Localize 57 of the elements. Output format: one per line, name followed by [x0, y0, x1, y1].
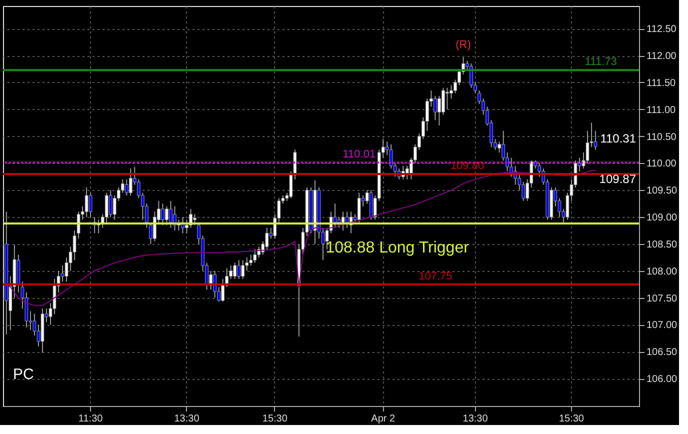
- candlestick: [241, 260, 245, 280]
- candlestick: [169, 200, 172, 228]
- candlestick: [337, 216, 341, 228]
- candlestick: [450, 84, 453, 100]
- y-tick-label: 106.50: [646, 347, 678, 358]
- y-tick-label: 111.00: [646, 104, 676, 116]
- y-tick-label: 108.00: [646, 266, 678, 278]
- candlestick: [84, 186, 88, 218]
- candlestick: [221, 278, 224, 302]
- candlestick: [253, 248, 257, 264]
- candlestick: [341, 211, 345, 231]
- y-tick-label: 109.50: [646, 186, 678, 197]
- ref-line-label: 107.75: [418, 270, 452, 282]
- candlestick: [586, 130, 590, 164]
- text: 110.31: [600, 132, 636, 146]
- y-tick-label: 110.00: [646, 158, 677, 170]
- candlestick: [213, 270, 216, 298]
- candlestick: [442, 87, 445, 116]
- ref-line-label: 109.80: [450, 160, 484, 172]
- candlestick: [193, 214, 196, 226]
- ref-line-label: 108.88 Long Trigger: [326, 239, 470, 256]
- candlestick: [233, 262, 236, 280]
- y-tick-label: 112.50: [646, 24, 677, 36]
- candlestick: [60, 264, 64, 282]
- y-tick-label: 108.50: [646, 239, 678, 250]
- y-tick-label: 107.50: [646, 293, 678, 304]
- x-tick-label: 13:30: [174, 414, 200, 424]
- candlestick: [594, 130, 598, 150]
- text: 109.87: [599, 172, 636, 186]
- candlestick: [104, 192, 108, 223]
- y-tick-label: 106.00: [646, 374, 678, 386]
- candlestick: [345, 211, 349, 228]
- y-tick-label: 107.00: [646, 320, 678, 332]
- candlestick: [237, 260, 240, 280]
- y-tick-label: 112.00: [646, 51, 677, 62]
- x-tick-label: 13:30: [462, 414, 488, 424]
- candlestick: [88, 192, 92, 218]
- x-tick-label: Apr 2: [371, 414, 396, 424]
- candlestick: [128, 168, 132, 196]
- x-tick-label: 15:30: [262, 414, 288, 424]
- y-tick-label: 109.00: [646, 212, 678, 224]
- x-tick-label: 11:30: [78, 414, 104, 424]
- candlestick: [446, 87, 449, 110]
- ref-line-label: 111.73: [584, 56, 617, 68]
- candlestick: [357, 192, 361, 223]
- candlestick: [165, 206, 168, 226]
- candlestick: [108, 190, 112, 218]
- ref-line-label: 110.01: [342, 148, 376, 161]
- candlestick: [124, 178, 128, 196]
- annotation: (R): [456, 39, 471, 52]
- annotation: PC: [13, 366, 34, 383]
- x-tick-label: 15:30: [558, 414, 584, 424]
- candlestick: [333, 203, 337, 228]
- candlestick: [434, 95, 437, 121]
- candlestick: [161, 203, 164, 226]
- y-tick-label: 111.50: [646, 78, 676, 89]
- y-tick-label: 110.50: [646, 132, 677, 143]
